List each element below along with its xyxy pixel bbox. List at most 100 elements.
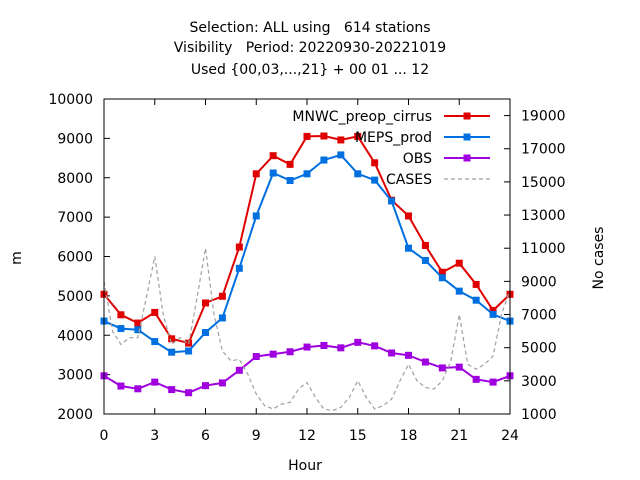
chart-title-line-2: Visibility Period: 20220930-20221019 — [173, 40, 447, 56]
data-point — [151, 338, 159, 346]
data-point — [117, 325, 125, 333]
data-point — [421, 358, 429, 366]
data-point — [202, 299, 209, 307]
x-tick-label: 12 — [298, 428, 316, 444]
y-tick-label: 9000 — [57, 131, 93, 147]
y2-tick-label: 9000 — [521, 274, 557, 290]
data-point — [438, 364, 446, 372]
series-line-cases — [103, 248, 511, 412]
y2-tick-label: 19000 — [521, 109, 566, 125]
data-point — [320, 132, 328, 140]
data-point — [405, 351, 412, 359]
y-tick-label: 3000 — [57, 368, 93, 384]
data-point — [303, 343, 311, 351]
data-point — [472, 375, 480, 383]
data-point — [337, 136, 345, 144]
y2-tick-label: 17000 — [521, 142, 566, 158]
chart-title-line-1: Selection: ALL using 614 stations — [189, 20, 431, 36]
legend-marker — [463, 154, 471, 162]
data-point — [455, 259, 463, 267]
series-layer — [100, 132, 514, 412]
y-tick-label: 10000 — [48, 92, 93, 108]
legend-marker — [463, 112, 471, 120]
data-point — [151, 378, 159, 386]
data-point — [472, 296, 480, 304]
data-point — [218, 314, 226, 322]
x-tick-label: 9 — [252, 428, 261, 444]
legend-label: MNWC_preop_cirrus — [292, 109, 432, 125]
chart-title-line-3: Used {00,03,...,21} + 00 01 ... 12 — [190, 62, 430, 78]
data-point — [320, 156, 328, 164]
data-point — [218, 379, 226, 387]
data-point — [168, 348, 176, 356]
y2-axis-label: No cases — [591, 227, 607, 290]
x-tick-label: 3 — [150, 428, 159, 444]
x-tick-label: 21 — [450, 428, 468, 444]
data-point — [371, 159, 379, 167]
y2-tick-label: 15000 — [521, 175, 566, 191]
data-point — [303, 170, 311, 178]
x-tick-label: 15 — [349, 428, 367, 444]
data-point — [286, 160, 294, 168]
legend: MNWC_preop_cirrus MEPS_prod OBS CASES — [292, 109, 490, 188]
plot-area: 0 3 6 9 12 15 18 21 24 2000 3000 4000 5000 6000 7000 80… — [48, 92, 565, 444]
data-point — [489, 306, 497, 314]
y-tick-label: 5000 — [57, 289, 93, 305]
data-point — [185, 389, 193, 397]
data-point — [202, 382, 209, 390]
data-point — [438, 268, 446, 276]
data-point — [354, 338, 362, 346]
data-point — [117, 382, 125, 390]
y2-tick-label: 1000 — [521, 407, 557, 423]
x-tick-label: 24 — [501, 428, 519, 444]
data-point — [472, 280, 480, 288]
data-point — [286, 177, 294, 185]
data-point — [337, 344, 345, 352]
data-point — [455, 287, 463, 295]
data-point — [354, 170, 362, 178]
data-point — [168, 335, 176, 343]
plot-frame — [103, 98, 511, 415]
data-point — [388, 197, 396, 205]
data-point — [168, 386, 176, 394]
data-point — [438, 274, 446, 282]
data-point — [235, 243, 243, 251]
data-point — [252, 353, 260, 361]
y2-tick-label: 3000 — [521, 374, 557, 390]
data-point — [252, 170, 260, 178]
data-point — [134, 385, 142, 393]
data-point — [421, 241, 429, 249]
x-tick-label: 18 — [400, 428, 418, 444]
series-line-mnwc-preop-cirrus — [103, 134, 511, 345]
y2-tick-label: 7000 — [521, 308, 557, 324]
x-tick-label: 0 — [100, 428, 109, 444]
data-point — [286, 348, 294, 356]
data-point — [489, 310, 497, 318]
legend-marker — [463, 133, 471, 141]
data-point — [202, 328, 209, 336]
data-point — [320, 341, 328, 349]
y-tick-label: 6000 — [57, 250, 93, 266]
y2-tick-label: 5000 — [521, 341, 557, 357]
data-point — [269, 152, 277, 160]
x-tick-label: 6 — [201, 428, 210, 444]
data-point — [269, 169, 277, 177]
legend-label: CASES — [386, 172, 432, 188]
data-point — [371, 176, 379, 184]
data-point — [303, 132, 311, 140]
y-axis-label: m — [9, 251, 25, 265]
x-axis-label: Hour — [288, 458, 322, 474]
data-point — [235, 366, 243, 374]
data-point — [151, 308, 159, 316]
data-point — [134, 326, 142, 334]
legend-label: MEPS_prod — [355, 130, 432, 146]
data-point — [405, 244, 412, 252]
data-point — [388, 349, 396, 357]
data-point — [269, 350, 277, 358]
data-point — [337, 151, 345, 159]
y2-tick-label: 13000 — [521, 208, 566, 224]
data-point — [405, 212, 412, 220]
data-point — [252, 212, 260, 220]
series-line-meps-prod — [103, 153, 511, 354]
